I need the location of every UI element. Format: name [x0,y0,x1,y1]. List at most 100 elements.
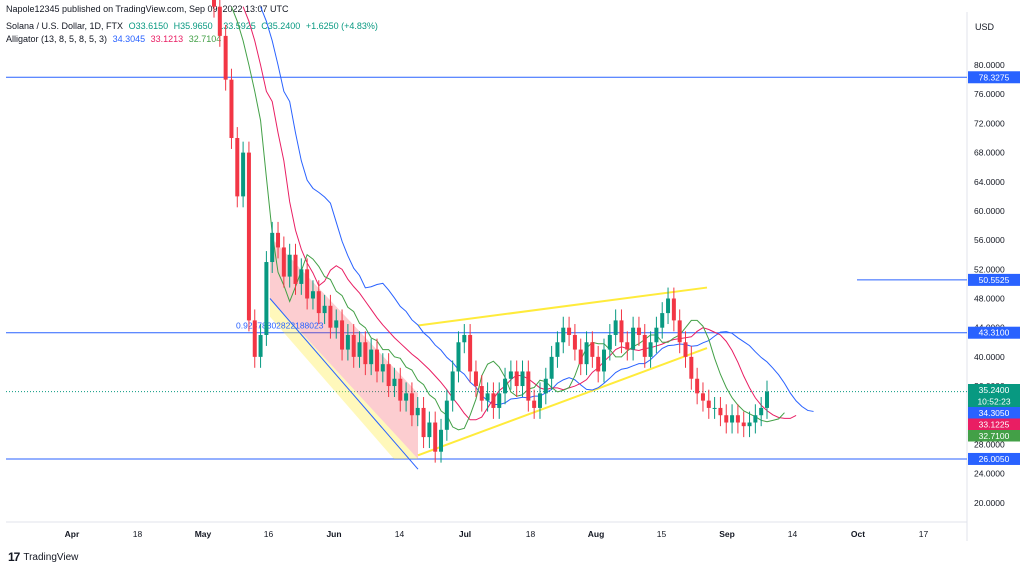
candle-body [520,371,525,387]
ohlc-legend: Solana / U.S. Dollar, 1D, FTX O33.6150 H… [6,21,378,31]
candle-body [491,393,496,408]
x-tick-label: Jul [459,529,471,539]
falling-channel-upper-fill [270,236,418,459]
y-tick-label: 44.0000 [974,323,1005,333]
x-tick-label: May [195,529,212,539]
candle-body [345,334,350,350]
y-tick-label: 36.0000 [974,381,1005,391]
candle-body [328,305,333,328]
candle-body [508,371,513,379]
price-badge-label: 33.1225 [979,420,1010,430]
candle-body [473,371,478,387]
candle-body [648,342,653,357]
lips-value: 32.7104 [188,34,222,44]
candle-body [654,327,659,343]
level-price-label: 43.3100 [979,328,1010,338]
y-tick-label: 80.0000 [974,60,1005,70]
candle-body [246,152,251,321]
candle-body [735,415,740,423]
candle-body [276,232,281,248]
candle-body [421,407,426,438]
level-price-badge [968,326,1020,339]
candle-body [555,342,560,357]
y-tick-label: 68.0000 [974,148,1005,158]
indicator-name[interactable]: Alligator (13, 8, 5, 8, 5, 3) [6,34,108,44]
candle-body [590,342,595,357]
candle-body [444,400,449,430]
candle-body [456,342,461,372]
candle-body [439,429,444,452]
candle-body [730,415,735,423]
candle-body [700,393,705,401]
candle-body [671,298,676,321]
candle-body [689,356,694,379]
x-tick-label: 14 [395,529,405,539]
y-tick-label: 56.0000 [974,235,1005,245]
candle-body [636,327,641,335]
candle-body [631,327,636,350]
alligator-jaw-line [260,6,814,412]
candle-body [229,79,234,139]
y-tick-label: 64.0000 [974,177,1005,187]
x-tick-label: 17 [919,529,929,539]
candle-body [369,349,374,365]
candle-body [392,378,397,387]
candle-body [602,349,607,372]
candle-body [287,254,292,277]
level-price-label: 26.0050 [979,454,1010,464]
tradingview-footer: 17 TradingView [8,550,78,564]
channel-upper-line [417,286,708,327]
alligator-legend: Alligator (13, 8, 5, 8, 5, 3) 34.3045 33… [6,34,221,44]
candle-body [596,356,601,372]
y-tick-label: 52.0000 [974,264,1005,274]
candle-body [386,364,391,387]
candle-body [398,378,403,401]
x-tick-label: 18 [526,529,536,539]
price-badge [968,407,1020,419]
candle-body [741,422,746,427]
currency-label: USD [975,22,995,32]
candle-body [619,320,624,343]
symbol-title[interactable]: Solana / U.S. Dollar, 1D, FTX [6,21,124,31]
high-value: H35.9650 [173,21,213,31]
candle-body [468,334,473,372]
level-price-badge [968,71,1020,84]
candle-body [497,393,502,408]
candle-body [677,320,682,343]
price-badge-label: 35.2400 [979,385,1010,395]
y-tick-label: 24.0000 [974,469,1005,479]
tradingview-label: TradingView [23,551,79,563]
candle-body [427,422,432,438]
candle-body [374,349,379,372]
candle-body [340,320,345,350]
candle-body [252,320,257,357]
candle-body [310,291,315,299]
low-value: L33.5925 [218,21,256,31]
candle-body [765,391,769,408]
price-badge-label: 10:52:23 [977,397,1010,407]
candle-body [683,342,688,357]
candle-body [479,386,484,401]
candle-body [666,298,671,314]
candle-body [305,269,310,299]
falling-trendline [269,298,419,470]
candle-body [526,371,531,401]
candle-body [759,407,764,416]
channel-lower-line [417,347,708,457]
x-tick-label: Jun [326,529,341,539]
level-price-badge [968,273,1020,286]
close-value: C35.2400 [261,21,301,31]
candle-body [613,320,618,335]
candle-body [549,356,554,379]
candle-body [695,378,700,394]
y-tick-label: 72.0000 [974,118,1005,128]
candle-body [607,334,612,350]
candle-body [485,393,490,401]
candle-body [753,415,758,423]
candle-body [363,342,368,365]
y-tick-label: 28.0000 [974,439,1005,449]
change-value: +1.6250 (+4.83%) [305,21,378,31]
candle-body [433,422,438,452]
